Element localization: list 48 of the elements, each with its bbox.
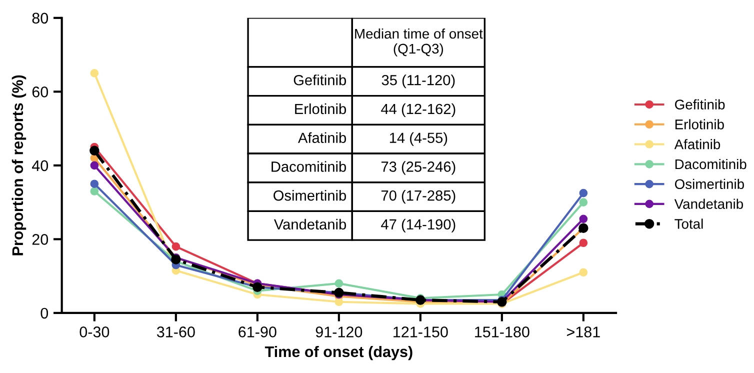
y-tick-label: 0 — [40, 308, 48, 319]
annotation: 70 (17-285) — [381, 190, 456, 204]
y-axis-title: Proportion of reports (%) — [12, 75, 26, 256]
point — [90, 180, 99, 188]
annotation: Gefitinib — [294, 74, 346, 86]
annotation: Dacomitinib — [272, 161, 346, 172]
point — [334, 279, 344, 288]
annotation: Vandetanib — [274, 218, 346, 230]
point — [579, 188, 588, 198]
point — [579, 238, 588, 248]
x-tick-label: 0-30 — [80, 326, 110, 338]
point — [579, 198, 588, 206]
point — [579, 214, 588, 224]
y-tick-label: 60 — [32, 86, 48, 98]
point — [334, 298, 344, 306]
legend-label: Osimertinib — [674, 178, 744, 190]
legend-label: Vandetanib — [674, 198, 743, 209]
annotation: Median time of onset (Q1-Q3) — [355, 28, 483, 56]
x-tick-label: 31-60 — [156, 326, 195, 338]
point — [172, 242, 180, 251]
point — [90, 187, 99, 196]
annotation: 14 (4-55) — [390, 132, 448, 146]
x-tick-label: 91-120 — [316, 326, 362, 338]
point — [90, 69, 99, 78]
x-tick-label: >181 — [566, 326, 600, 338]
legend-label: Dacomitinib — [675, 158, 746, 170]
x-tick-label: 151-180 — [475, 326, 530, 338]
y-tick-label: 20 — [32, 234, 48, 245]
annotation: Erlotinib — [295, 103, 346, 114]
legend-label: Afatinib — [674, 139, 720, 150]
annotation: 44 (12-162) — [381, 103, 456, 118]
annotation: Afatinib — [298, 132, 346, 143]
legend-label: Gefitinib — [675, 99, 725, 110]
annotation: 73 (25-246) — [381, 161, 456, 175]
y-tick-label: 40 — [32, 160, 48, 172]
x-axis-title: Time of onset (days) — [264, 346, 412, 360]
point — [90, 161, 99, 170]
point — [90, 146, 100, 156]
annotation: 47 (14-190) — [381, 218, 456, 232]
y-tick-label: 80 — [32, 12, 48, 24]
legend-label: Erlotinib — [675, 119, 724, 130]
annotation: Osimertinib — [274, 190, 346, 201]
annotation: 35 (11-120) — [382, 74, 455, 88]
point — [171, 254, 181, 264]
x-tick-label: 61-90 — [238, 326, 276, 338]
point — [579, 268, 588, 277]
legend-label: Total — [674, 218, 703, 229]
x-tick-label: 121-150 — [394, 326, 448, 338]
